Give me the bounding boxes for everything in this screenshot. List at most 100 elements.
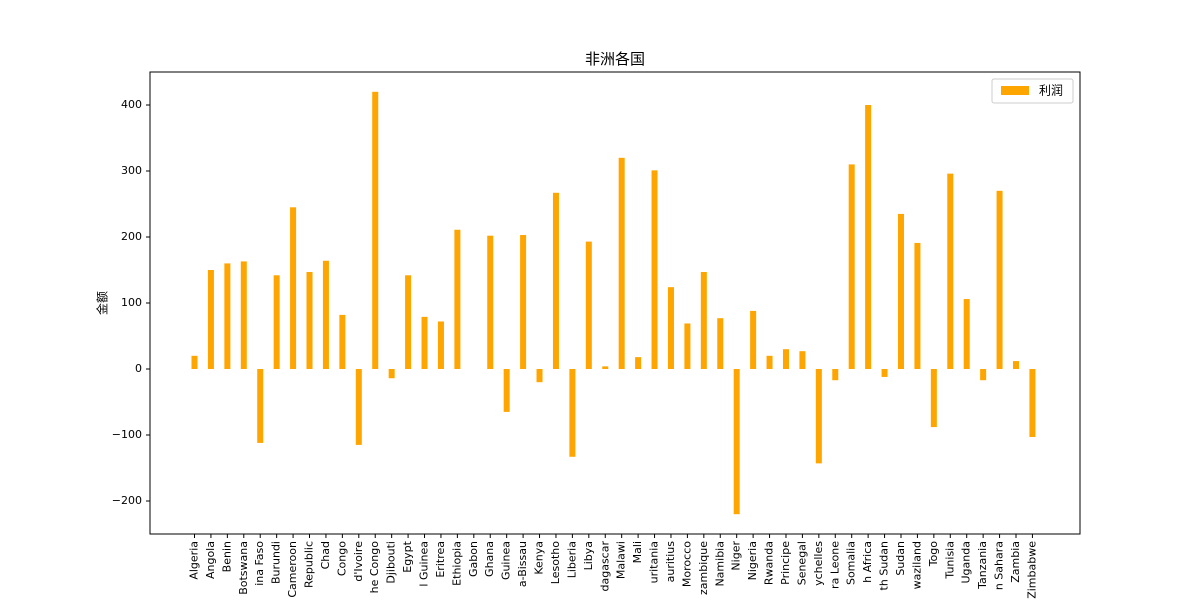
x-tick-label: Algeria xyxy=(188,541,201,580)
bar-0 xyxy=(191,355,198,369)
bar-25 xyxy=(602,366,609,369)
x-tick-label: a-Bissau xyxy=(516,541,529,587)
x-tick-label: ychelles xyxy=(812,541,825,586)
bar-22 xyxy=(552,192,559,369)
bar-40 xyxy=(848,164,855,369)
y-tick-label: 100 xyxy=(121,296,142,309)
x-tick-label: Tunisia xyxy=(943,541,956,580)
bar-21 xyxy=(536,369,543,383)
bar-48 xyxy=(980,369,987,381)
bar-5 xyxy=(273,275,280,369)
x-tick-label: Burundi xyxy=(270,541,283,584)
x-tick-label: l Guinea xyxy=(418,541,431,587)
y-tick-label: 200 xyxy=(121,230,142,243)
bars-group xyxy=(191,91,1036,515)
x-ticks-group: Algeria Angola Benin Botswana ina Faso Burund… xyxy=(188,534,1038,599)
legend: 利润 xyxy=(991,78,1074,104)
bar-6 xyxy=(290,207,297,369)
bar-43 xyxy=(897,213,904,369)
bar-23 xyxy=(569,369,576,457)
y-ticks-group: −200 −100 0 100 200 300 400 xyxy=(112,98,150,507)
x-tick-label: Zimbabwe xyxy=(1025,541,1038,599)
bar-11 xyxy=(372,91,379,370)
x-tick-label: Niger xyxy=(730,541,743,571)
x-tick-label: ra Leone xyxy=(828,541,841,589)
bar-31 xyxy=(700,271,707,369)
bar-15 xyxy=(437,321,444,369)
bar-45 xyxy=(930,369,937,428)
x-tick-label: Republic xyxy=(303,541,316,588)
legend-label: 利润 xyxy=(1039,84,1063,98)
bar-10 xyxy=(355,369,362,445)
x-tick-label: Lesotho xyxy=(549,541,562,584)
x-tick-label: auritius xyxy=(664,541,677,583)
bar-18 xyxy=(487,235,494,369)
bar-36 xyxy=(782,349,789,369)
bar-29 xyxy=(667,287,674,369)
x-tick-label: Djibouti xyxy=(385,541,398,584)
x-tick-label: Egypt xyxy=(401,540,414,572)
bar-42 xyxy=(881,369,888,377)
bar-26 xyxy=(618,157,625,369)
bar-27 xyxy=(635,357,642,369)
x-tick-label: th Sudan xyxy=(878,541,891,590)
x-tick-label: Nigeria xyxy=(746,541,759,580)
bar-19 xyxy=(503,369,510,412)
x-tick-label: h Africa xyxy=(861,541,874,583)
bar-39 xyxy=(832,369,839,381)
bar-34 xyxy=(750,310,757,369)
bar-44 xyxy=(914,242,921,369)
x-tick-label: Sudan xyxy=(894,541,907,576)
bar-12 xyxy=(388,369,395,379)
x-tick-label: Zambia xyxy=(1009,541,1022,583)
bar-14 xyxy=(421,316,428,369)
bar-1 xyxy=(207,270,214,369)
x-tick-label: Gabon xyxy=(467,541,480,577)
x-tick-label: dagascar xyxy=(598,541,611,592)
x-tick-label: Morocco xyxy=(680,541,693,587)
bar-2 xyxy=(224,263,231,369)
x-tick-label: ina Faso xyxy=(253,541,266,586)
bar-50 xyxy=(1013,361,1019,369)
y-axis-label: 金额 xyxy=(95,291,110,315)
bar-49 xyxy=(996,190,1003,369)
bar-16 xyxy=(454,229,461,369)
bar-32 xyxy=(717,318,724,369)
bar-28 xyxy=(651,170,658,369)
bar-3 xyxy=(240,261,247,369)
bar-38 xyxy=(815,369,822,464)
y-tick-label: −100 xyxy=(112,428,142,441)
x-tick-label: Kenya xyxy=(533,541,546,575)
x-tick-label: Namibia xyxy=(713,541,726,587)
x-tick-label: Malawi xyxy=(615,541,628,579)
x-tick-label: Togo xyxy=(927,541,940,568)
x-tick-label: uritania xyxy=(648,541,661,583)
bar-8 xyxy=(322,260,329,369)
legend-box xyxy=(991,78,1074,104)
bar-13 xyxy=(405,275,412,369)
bar-46 xyxy=(947,173,954,369)
x-tick-label: Angola xyxy=(204,541,217,579)
bar-30 xyxy=(684,323,691,369)
x-tick-label: Liberia xyxy=(565,541,578,578)
x-tick-label: Congo xyxy=(335,541,348,576)
x-tick-label: Chad xyxy=(319,541,332,569)
x-tick-label: waziland xyxy=(910,541,923,589)
x-tick-label: zambique xyxy=(697,541,710,595)
chart-title: 非洲各国 xyxy=(585,50,645,68)
bar-4 xyxy=(257,369,264,443)
x-tick-label: Mali xyxy=(631,541,644,563)
y-tick-label: 0 xyxy=(135,362,142,375)
bar-33 xyxy=(733,369,740,515)
y-tick-label: 300 xyxy=(121,164,142,177)
x-tick-label: Ghana xyxy=(483,541,496,577)
bar-41 xyxy=(865,105,872,369)
y-tick-label: 400 xyxy=(121,98,142,111)
bar-9 xyxy=(339,314,346,369)
x-tick-label: Eritrea xyxy=(434,541,447,578)
x-tick-label: Uganda xyxy=(960,541,973,583)
bar-20 xyxy=(520,235,527,369)
x-tick-label: d'Ivoire xyxy=(352,541,365,582)
